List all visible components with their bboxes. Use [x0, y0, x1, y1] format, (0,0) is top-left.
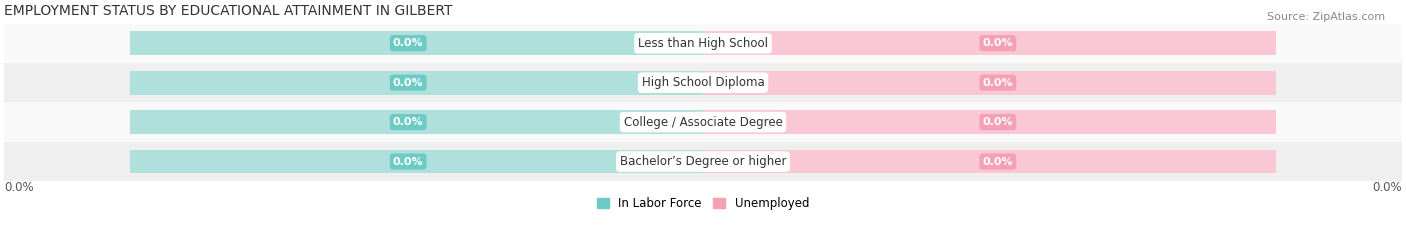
Bar [4, 63, 1402, 102]
Bar [129, 110, 703, 134]
Bar [703, 71, 1277, 95]
Text: 0.0%: 0.0% [983, 78, 1014, 88]
Text: 0.0%: 0.0% [983, 117, 1014, 127]
Text: 0.0%: 0.0% [4, 181, 34, 194]
Text: 0.0%: 0.0% [983, 157, 1014, 167]
Text: Less than High School: Less than High School [638, 37, 768, 50]
Bar [703, 31, 1277, 55]
Bar [4, 102, 1402, 142]
Bar [129, 31, 703, 55]
Text: Source: ZipAtlas.com: Source: ZipAtlas.com [1267, 12, 1385, 22]
Bar [703, 150, 1277, 173]
Bar [4, 142, 1402, 181]
Text: 0.0%: 0.0% [392, 117, 423, 127]
Text: 0.0%: 0.0% [983, 38, 1014, 48]
Text: 0.0%: 0.0% [1372, 181, 1402, 194]
Text: College / Associate Degree: College / Associate Degree [624, 116, 782, 129]
Bar [129, 71, 703, 95]
Text: 0.0%: 0.0% [392, 78, 423, 88]
Text: High School Diploma: High School Diploma [641, 76, 765, 89]
Bar [703, 110, 1277, 134]
Text: EMPLOYMENT STATUS BY EDUCATIONAL ATTAINMENT IN GILBERT: EMPLOYMENT STATUS BY EDUCATIONAL ATTAINM… [4, 4, 453, 18]
Legend: In Labor Force, Unemployed: In Labor Force, Unemployed [598, 197, 808, 210]
Text: 0.0%: 0.0% [392, 157, 423, 167]
Bar [4, 24, 1402, 63]
Text: 0.0%: 0.0% [392, 38, 423, 48]
Text: Bachelor’s Degree or higher: Bachelor’s Degree or higher [620, 155, 786, 168]
Bar [129, 150, 703, 173]
